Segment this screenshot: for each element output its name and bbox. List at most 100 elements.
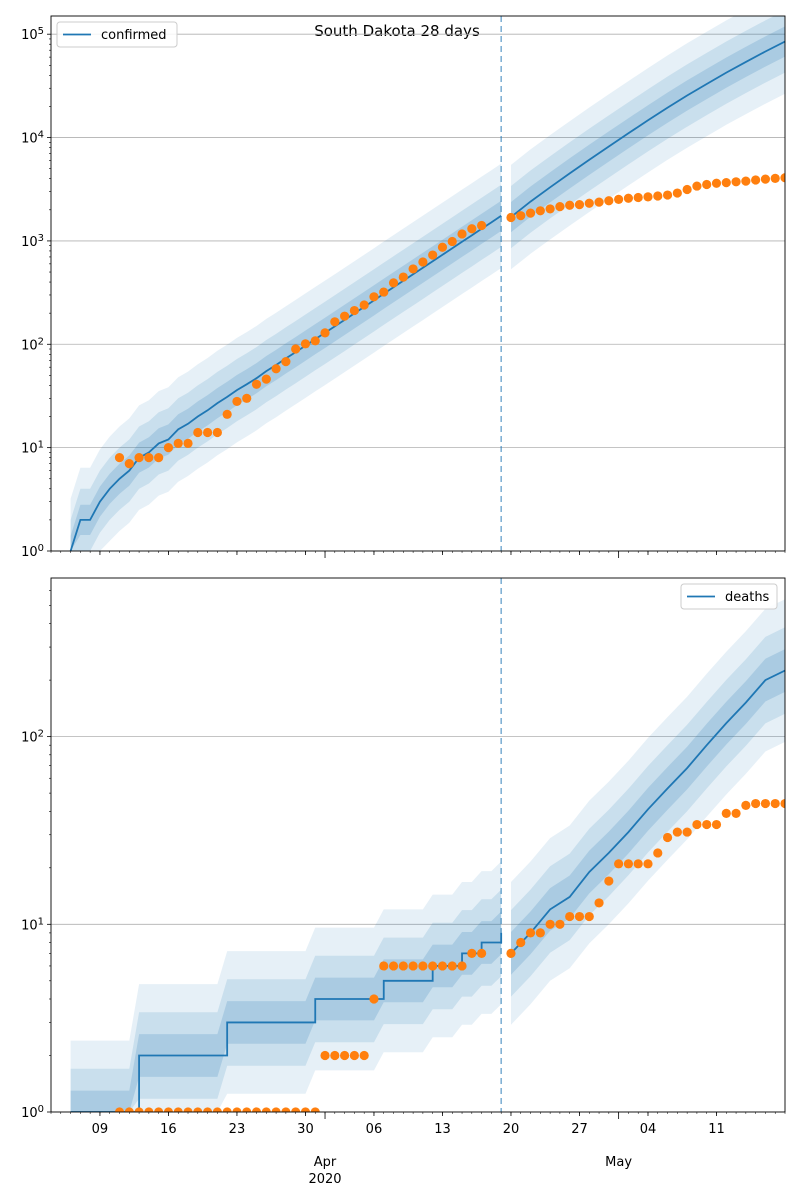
x-tick-label: 04	[640, 1122, 657, 1137]
observed-point	[134, 1107, 144, 1112]
observed-point	[173, 1107, 183, 1112]
observed-point	[525, 208, 536, 218]
observed-point	[584, 911, 594, 922]
legend-box	[680, 583, 778, 610]
observed-point	[310, 1107, 320, 1112]
observed-point	[477, 220, 487, 231]
observed-point	[447, 961, 457, 971]
observed-point	[428, 961, 438, 971]
observed-point	[751, 798, 761, 809]
observed-point	[369, 994, 379, 1004]
observed-point	[770, 173, 780, 183]
observed-point	[291, 344, 301, 354]
observed-point	[398, 961, 408, 971]
observed-point	[594, 898, 604, 908]
observed-point	[516, 937, 526, 948]
observed-point	[418, 257, 428, 267]
observed-point	[330, 317, 340, 327]
observed-point	[114, 1107, 125, 1112]
observed-point	[144, 1107, 154, 1112]
y-tick-label: 100	[21, 543, 44, 561]
observed-point	[653, 191, 663, 201]
x-tick-label: 23	[229, 1122, 246, 1137]
observed-point	[242, 1107, 252, 1112]
y-tick-label: 105	[21, 26, 44, 44]
observed-point	[682, 827, 692, 837]
axes-frame	[50, 15, 786, 552]
plot-area	[51, 16, 785, 551]
observed-point	[506, 212, 516, 223]
observed-point	[614, 194, 624, 204]
observed-point	[751, 175, 761, 185]
observed-point	[702, 819, 712, 830]
forecast-uncertainty-band	[511, 627, 785, 997]
observed-point	[633, 859, 643, 869]
x-tick-label: 27	[571, 1122, 588, 1137]
observed-point	[114, 453, 125, 463]
observed-point	[467, 224, 477, 234]
observed-point	[741, 176, 751, 186]
observed-point	[408, 264, 418, 274]
forecast-line	[510, 40, 785, 218]
observed-point	[614, 859, 624, 869]
y-tick-label: 102	[21, 336, 44, 354]
observed-point	[310, 336, 320, 346]
observed-point	[163, 443, 174, 453]
observed-point	[124, 1107, 134, 1112]
observed-point	[154, 1107, 164, 1112]
observed-point	[623, 193, 634, 203]
forecast-uncertainty-band	[511, 16, 785, 249]
axes-frame	[50, 577, 786, 1113]
observed-point	[437, 961, 448, 971]
observed-point	[731, 808, 741, 818]
x-tick-label: 20	[503, 1122, 520, 1137]
observed-point	[741, 800, 751, 811]
observed-point	[193, 427, 203, 438]
observed-point	[643, 859, 653, 869]
x-tick-label: 06	[366, 1122, 383, 1137]
observed-point	[525, 928, 536, 938]
observed-point	[437, 242, 448, 252]
x-tick-label: 16	[160, 1122, 177, 1137]
observed-point	[428, 250, 438, 260]
observed-point	[565, 200, 575, 210]
y-tick-label: 101	[21, 439, 44, 457]
plot-area	[51, 599, 785, 1112]
observed-point	[202, 1107, 213, 1112]
observed-point	[623, 859, 634, 869]
legend-label: confirmed	[101, 28, 167, 43]
observed-point	[271, 364, 281, 374]
observed-point	[535, 206, 545, 216]
x-month-label: Apr	[314, 1155, 337, 1170]
observed-point	[212, 1107, 222, 1112]
observed-point	[457, 229, 467, 239]
confirmed-panel: 100 101 102 103 104 105 confirmed	[21, 15, 786, 561]
y-tick-label: 101	[21, 916, 44, 934]
observed-point	[545, 919, 555, 929]
observed-point	[682, 184, 692, 195]
observed-point	[516, 211, 526, 221]
observed-point	[232, 1107, 242, 1112]
observed-point	[202, 427, 213, 438]
observed-point	[662, 190, 673, 200]
observed-point	[780, 173, 785, 183]
observed-point	[193, 1107, 203, 1112]
deaths-panel: 100 101 102 deaths	[21, 577, 786, 1121]
observed-point	[124, 459, 134, 469]
x-year-label: 2020	[308, 1172, 341, 1187]
fit-uncertainty-band	[70, 889, 502, 1112]
y-tick-label: 104	[21, 129, 44, 147]
observed-point	[349, 1050, 359, 1061]
observed-point	[702, 179, 712, 190]
forecast-uncertainty-band	[511, 649, 785, 975]
observed-point	[134, 453, 144, 463]
observed-point	[780, 798, 785, 809]
x-tick-label: 09	[92, 1122, 109, 1137]
observed-point	[320, 328, 330, 338]
observed-point	[271, 1107, 281, 1112]
observed-point	[359, 300, 369, 310]
observed-point	[320, 1050, 330, 1061]
observed-point	[242, 393, 252, 403]
observed-point	[662, 832, 673, 843]
